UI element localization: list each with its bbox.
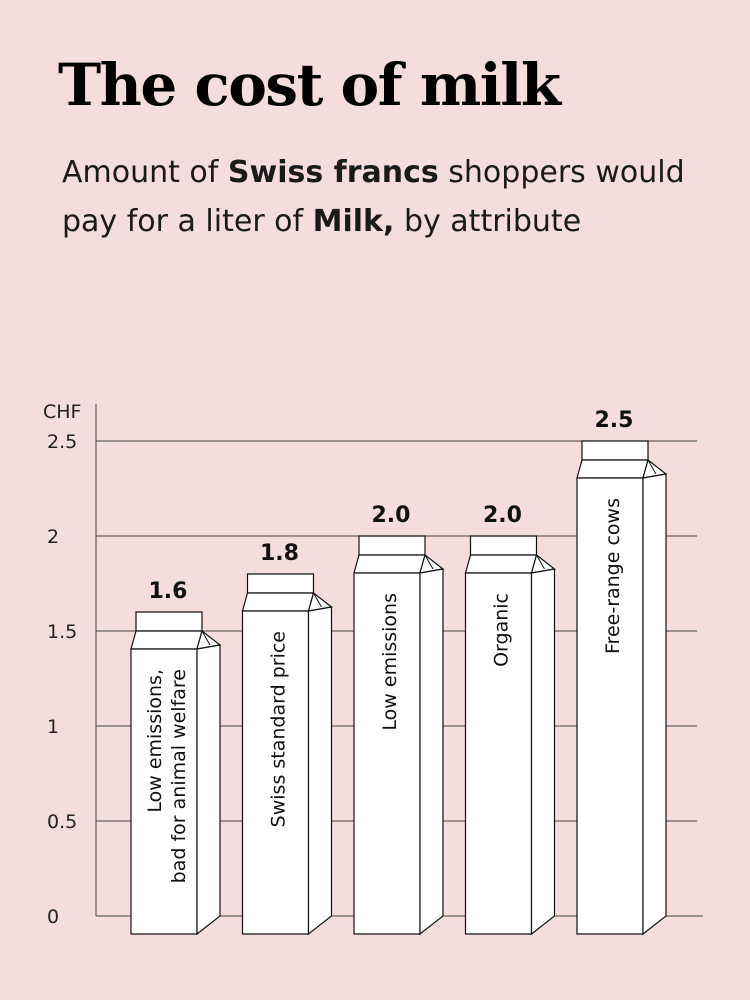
carton-category-label: Free-range cows xyxy=(602,498,624,654)
carton-category-label: bad for animal welfare xyxy=(168,669,190,883)
carton-category-label: Swiss standard price xyxy=(268,631,290,827)
carton-fold-line xyxy=(424,554,434,570)
bar-value-label: 2.0 xyxy=(483,503,522,528)
carton-side xyxy=(307,606,333,936)
carton-top-front xyxy=(353,554,426,574)
bar-value-label: 1.6 xyxy=(149,579,188,604)
carton-fold-line xyxy=(647,459,657,475)
carton-fold-line xyxy=(313,592,322,608)
carton-fold-line xyxy=(201,630,211,646)
y-tick-label: 1.5 xyxy=(47,621,77,643)
y-axis-unit-label: CHF xyxy=(43,401,81,423)
subtitle-text-3: by attribute xyxy=(394,204,582,239)
carton-cap xyxy=(581,440,649,461)
carton-cap xyxy=(135,611,203,632)
carton-side xyxy=(419,568,444,936)
subtitle-bold-product: Milk, xyxy=(312,204,395,239)
carton-top-front xyxy=(241,592,315,612)
chart-subtitle: Amount of Swiss francs shoppers would pa… xyxy=(62,148,712,246)
carton-cap xyxy=(246,573,315,594)
carton-category-label: Low emissions, xyxy=(144,669,166,813)
carton-category-label: Organic xyxy=(491,593,513,667)
y-tick-label: 0 xyxy=(47,906,59,928)
carton-side xyxy=(642,473,667,936)
carton-category-label: Low emissions xyxy=(379,593,401,731)
subtitle-text-2: shoppers would pay for a liter of xyxy=(62,155,685,239)
y-tick-label: 2 xyxy=(47,526,59,548)
carton-top-front xyxy=(464,554,538,574)
y-tick-label: 1 xyxy=(47,716,59,738)
y-tick-label: 2.5 xyxy=(47,431,77,453)
subtitle-bold-currency: Swiss francs xyxy=(227,155,439,190)
carton-side xyxy=(530,568,556,936)
carton-side xyxy=(196,644,221,936)
subtitle-text-1: Amount of xyxy=(62,155,228,190)
carton-top-front xyxy=(130,630,203,650)
carton-fold-line xyxy=(536,554,545,570)
bar-value-label: 2.0 xyxy=(372,503,411,528)
bar-value-label: 2.5 xyxy=(595,408,634,433)
y-tick-label: 0.5 xyxy=(47,811,77,833)
carton-cap xyxy=(469,535,538,556)
bar-value-label: 1.8 xyxy=(260,541,299,566)
carton-top-front xyxy=(576,459,649,479)
chart-title: The cost of milk xyxy=(58,51,561,119)
carton-cap xyxy=(358,535,426,556)
